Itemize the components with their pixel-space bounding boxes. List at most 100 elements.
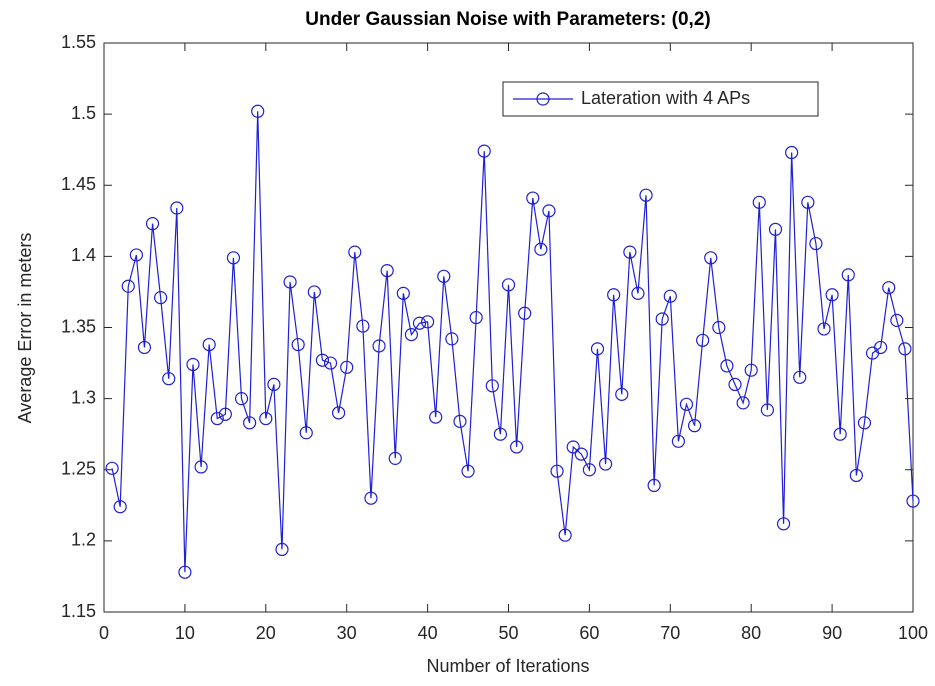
data-point	[226, 251, 241, 265]
x-tick-label: 10	[175, 623, 195, 643]
data-point	[558, 528, 572, 542]
data-point	[687, 419, 702, 433]
x-tick-label: 70	[660, 623, 680, 643]
data-point	[332, 406, 346, 420]
data-point	[291, 337, 305, 352]
data-point	[372, 339, 386, 353]
data-point	[760, 403, 774, 417]
data-point	[647, 478, 661, 492]
data-point	[671, 434, 685, 448]
data-point	[469, 310, 483, 325]
data-point	[404, 328, 419, 342]
data-point	[631, 286, 645, 300]
plot-area	[103, 42, 914, 613]
data-point	[194, 460, 208, 474]
data-point	[526, 191, 540, 205]
data-point	[493, 427, 508, 441]
data-point	[542, 204, 556, 218]
data-point	[696, 333, 710, 347]
data-point	[429, 410, 443, 424]
data-point	[744, 363, 758, 377]
data-point	[518, 306, 532, 320]
y-tick-label: 1.3	[71, 387, 96, 407]
data-point	[348, 245, 362, 259]
data-point	[598, 457, 613, 471]
data-point	[137, 340, 152, 355]
data-point	[178, 565, 192, 579]
data-point	[154, 291, 168, 305]
y-tick-label: 1.15	[61, 601, 96, 621]
data-point	[679, 397, 694, 411]
data-point	[388, 451, 402, 465]
data-point	[412, 316, 427, 330]
data-point	[704, 251, 718, 265]
x-tick-label: 80	[741, 623, 761, 643]
data-point	[421, 315, 435, 329]
data-point	[259, 411, 273, 426]
x-tick-label: 60	[579, 623, 599, 643]
data-point	[752, 195, 766, 209]
data-point	[785, 145, 799, 160]
data-point	[712, 320, 726, 335]
x-tick-label: 20	[256, 623, 276, 643]
data-point	[340, 360, 354, 374]
data-point	[105, 461, 119, 475]
data-point	[113, 500, 127, 514]
data-point	[849, 468, 863, 483]
series-line	[111, 111, 914, 573]
data-point	[574, 447, 588, 461]
y-tick-label: 1.4	[71, 245, 96, 265]
data-point	[364, 491, 378, 505]
data-point	[809, 236, 823, 251]
data-point	[825, 288, 839, 302]
data-point	[243, 416, 257, 430]
data-point	[655, 312, 669, 326]
data-point	[793, 370, 807, 384]
data-point	[898, 342, 912, 356]
chart-title: Under Gaussian Noise with Parameters: (0…	[305, 9, 710, 30]
x-tick-label: 90	[822, 623, 842, 643]
data-point	[882, 281, 896, 295]
y-tick-label: 1.35	[61, 316, 96, 336]
data-point	[736, 396, 750, 410]
data-point	[501, 278, 516, 292]
data-point	[396, 286, 410, 300]
data-point	[768, 222, 783, 236]
data-point	[275, 542, 289, 557]
x-tick-label: 100	[898, 623, 928, 643]
data-point	[728, 377, 742, 391]
data-point	[841, 268, 855, 282]
data-point	[170, 201, 184, 215]
data-point	[590, 342, 605, 356]
x-tick-label: 40	[418, 623, 438, 643]
data-point	[720, 359, 734, 373]
data-point	[801, 195, 815, 209]
y-tick-label: 1.25	[61, 459, 96, 479]
data-point	[607, 288, 621, 302]
data-point	[566, 440, 580, 454]
x-tick-label: 50	[498, 623, 518, 643]
data-point	[145, 217, 160, 231]
data-point	[202, 337, 216, 352]
data-point	[663, 289, 677, 303]
data-point	[299, 426, 313, 440]
data-point	[162, 372, 176, 386]
data-point	[129, 248, 143, 262]
data-point	[833, 427, 847, 441]
data-point	[283, 275, 297, 289]
data-point	[210, 411, 224, 426]
data-point	[857, 416, 872, 430]
data-point	[186, 357, 200, 372]
data-point	[509, 440, 524, 454]
data-point	[380, 264, 394, 278]
y-tick-label: 1.2	[71, 530, 96, 550]
data-point	[550, 464, 564, 478]
data-point	[234, 392, 249, 406]
data-point	[461, 464, 475, 478]
data-point	[582, 463, 597, 477]
x-tick-label: 30	[337, 623, 357, 643]
y-tick-label: 1.45	[61, 174, 96, 194]
data-point	[356, 319, 370, 333]
